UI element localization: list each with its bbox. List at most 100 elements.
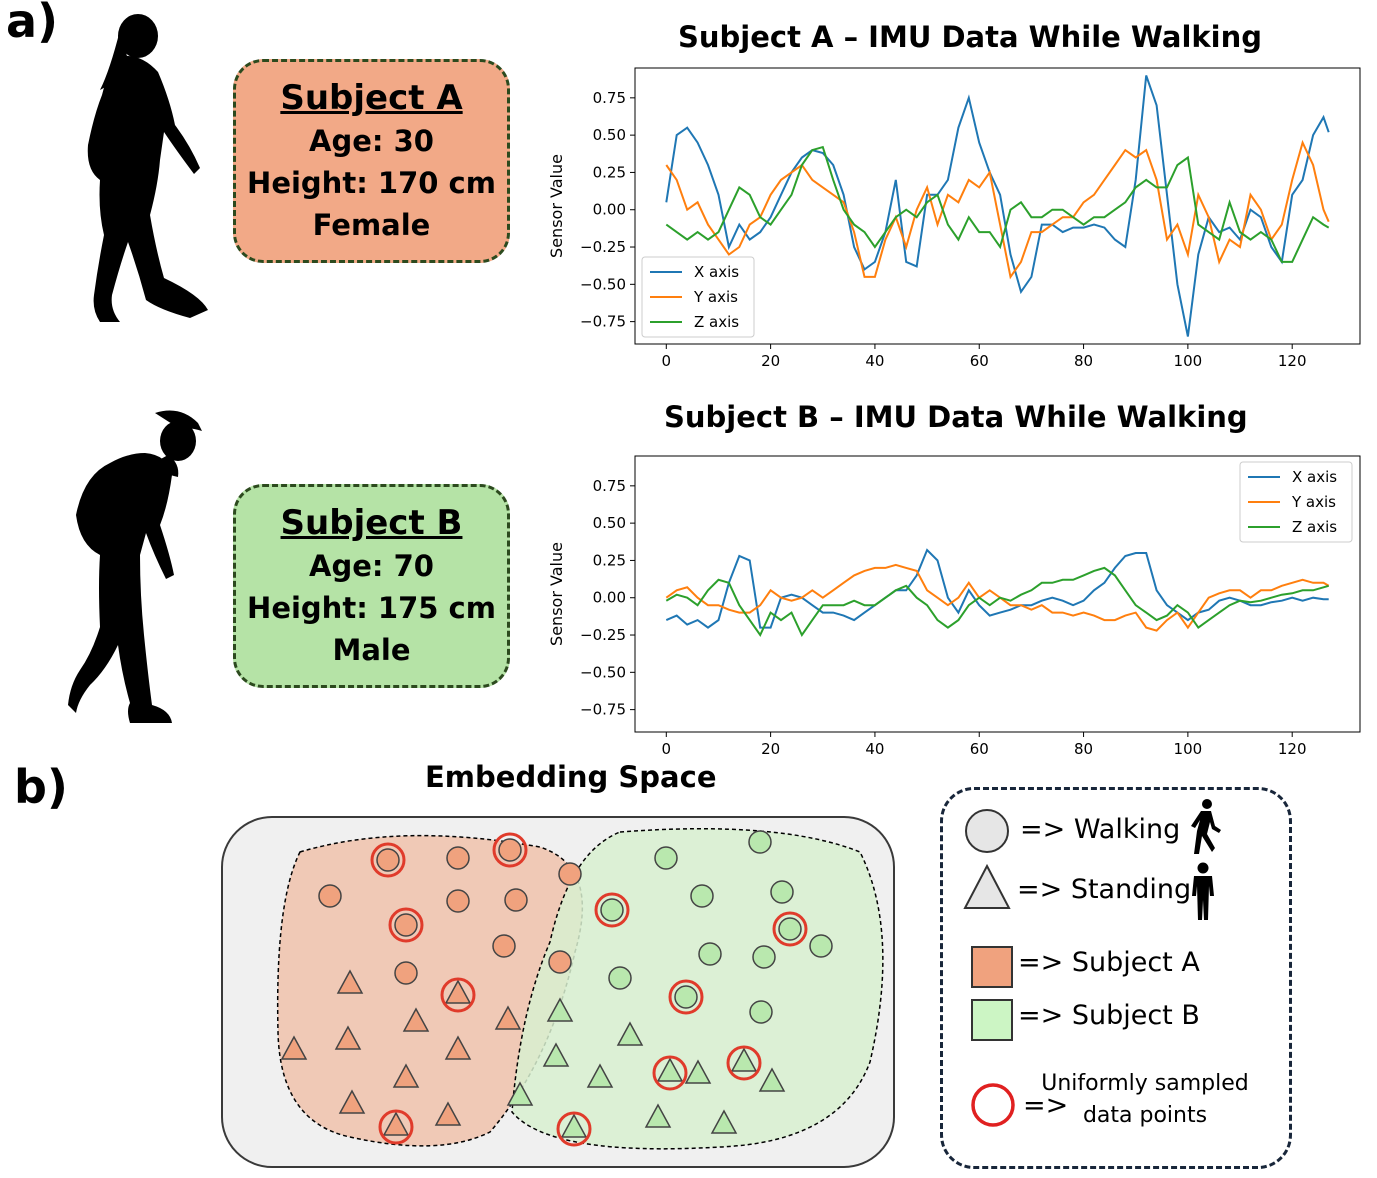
y-tick-label: 0.00 (593, 589, 626, 607)
x-tick-label: 100 (1174, 740, 1203, 758)
subject-b-height: Height: 175 cm (247, 591, 496, 625)
standing-point (616, 1021, 644, 1046)
walking-point (674, 985, 698, 1009)
x-tick-label: 80 (1074, 740, 1093, 758)
walking-point (376, 848, 400, 872)
standing-point (336, 969, 364, 994)
standing-point (402, 1007, 430, 1032)
subject-a-region (276, 834, 583, 1147)
legend-entry: Y axis (693, 288, 738, 306)
walking-point (770, 880, 794, 904)
chart-b-title: Subject B – IMU Data While Walking (664, 400, 1248, 434)
x-tick-label: 40 (865, 352, 884, 370)
legend-sampled-line1: Uniformly sampled (1041, 1071, 1249, 1096)
y-tick-label: −0.75 (580, 313, 626, 331)
y-tick-label: −0.75 (580, 701, 626, 719)
standing-point (542, 1042, 570, 1067)
subject-a-card: Subject A Age: 30 Height: 170 cm Female (233, 59, 510, 263)
chart-legend (1239, 461, 1353, 543)
walking-point (690, 884, 714, 908)
standing-point (392, 1063, 420, 1088)
x-tick-label: 120 (1278, 740, 1307, 758)
embedding-space-title: Embedding Space (425, 760, 717, 794)
panel-a-label: a) (6, 0, 59, 48)
standing-point (656, 1057, 684, 1082)
walking-point (394, 961, 418, 985)
sampled-ring (668, 979, 704, 1015)
standing-point (280, 1035, 308, 1060)
subject-a-height: Height: 170 cm (247, 166, 496, 200)
chart-b: 0 20 40 60 80 100 120 −0.75 −0.50 −0.25 0.00 0.25 0.… (547, 455, 1361, 758)
walking-elderly-man-icon (68, 410, 202, 723)
standing-point (546, 997, 574, 1022)
walking-point (558, 862, 582, 886)
standing-point (730, 1047, 758, 1072)
x-tick-label: 0 (662, 740, 672, 758)
walking-woman-icon (87, 14, 208, 323)
standing-point (758, 1067, 786, 1092)
walking-point (394, 913, 418, 937)
walking-marker-icon (965, 809, 1009, 853)
walking-point (749, 1000, 773, 1024)
panel-b-label: b) (14, 760, 68, 814)
chart-legend (641, 256, 755, 338)
walker-person-icon (1191, 799, 1221, 854)
x-tick-label: 60 (970, 352, 989, 370)
chart-a: 0 20 40 60 80 100 120 −0.75 −0.50 −0.25 0.00 0.25 0.… (547, 67, 1361, 370)
series-line-y-axis (665, 139, 1330, 280)
y-axis-label: Sensor Value (547, 154, 566, 258)
walking-point (778, 917, 802, 941)
standing-marker-icon (963, 863, 1011, 909)
legend-walking-label: => Walking (1020, 814, 1181, 845)
walking-point (698, 942, 722, 966)
standing-point (644, 1103, 672, 1128)
x-tick-label: 60 (970, 740, 989, 758)
sampled-ring (440, 977, 476, 1013)
y-tick-label: −0.25 (580, 238, 626, 256)
y-tick-label: 0.75 (593, 477, 626, 495)
standing-point (444, 1035, 472, 1060)
subject-b-title: Subject B (280, 503, 463, 543)
series-line-z-axis (665, 566, 1329, 637)
sampled-ring (772, 911, 808, 947)
legend-standing-label: => Standing (1017, 874, 1192, 905)
x-tick-label: 20 (761, 352, 780, 370)
walking-point (752, 945, 776, 969)
walking-point (608, 966, 632, 990)
legend-sampled-arrow: => (1023, 1090, 1069, 1121)
legend-subject-a-label: => Subject A (1018, 947, 1200, 978)
sampled-ring (594, 892, 630, 928)
y-tick-label: 0.00 (593, 201, 626, 219)
y-tick-label: 0.25 (593, 163, 626, 181)
subject-a-age: Age: 30 (309, 124, 434, 158)
walking-point (809, 934, 833, 958)
x-tick-label: 20 (761, 740, 780, 758)
standing-point (506, 1081, 534, 1106)
chart-a-title: Subject A – IMU Data While Walking (678, 20, 1263, 54)
walking-point (318, 884, 342, 908)
walking-point (548, 950, 572, 974)
legend-subject-b-label: => Subject B (1018, 1000, 1200, 1031)
x-tick-label: 0 (662, 352, 672, 370)
legend-entry: Y axis (1291, 493, 1336, 511)
sampled-point-marker-icon (971, 1083, 1015, 1127)
x-tick-label: 80 (1074, 352, 1093, 370)
standing-point (710, 1109, 738, 1134)
standing-point (338, 1089, 366, 1114)
walking-point (654, 846, 678, 870)
sampled-ring (370, 842, 406, 878)
series-line-z-axis (665, 145, 1330, 263)
subject-a-swatch (971, 946, 1013, 988)
series-line-x-axis (665, 548, 1329, 629)
subject-b-sex: Male (332, 633, 411, 667)
legend-entry: Z axis (1292, 518, 1337, 536)
y-tick-label: 0.50 (593, 126, 626, 144)
y-tick-label: −0.25 (580, 626, 626, 644)
subject-b-card: Subject B Age: 70 Height: 175 cm Male (233, 484, 510, 688)
x-tick-label: 40 (865, 740, 884, 758)
walking-point (492, 934, 516, 958)
y-tick-label: −0.50 (580, 663, 626, 681)
standing-point (684, 1059, 712, 1084)
walking-point (600, 898, 624, 922)
standing-point (434, 1101, 462, 1126)
